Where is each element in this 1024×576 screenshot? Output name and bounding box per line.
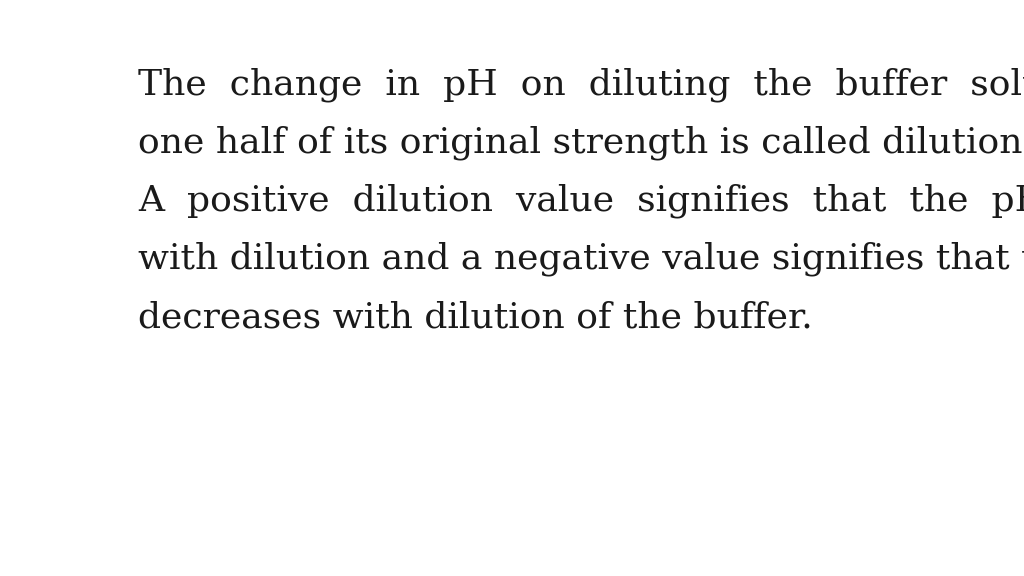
Text: A  positive  dilution  value  signifies  that  the  pH  rises: A positive dilution value signifies that… [138,184,1024,218]
Text: decreases with dilution of the buffer.: decreases with dilution of the buffer. [138,300,813,334]
Text: The  change  in  pH  on  diluting  the  buffer  solution  to: The change in pH on diluting the buffer … [138,68,1024,103]
Text: with dilution and a negative value signifies that the pH: with dilution and a negative value signi… [138,242,1024,276]
Text: one half of its original strength is called dilution value.: one half of its original strength is cal… [138,126,1024,161]
